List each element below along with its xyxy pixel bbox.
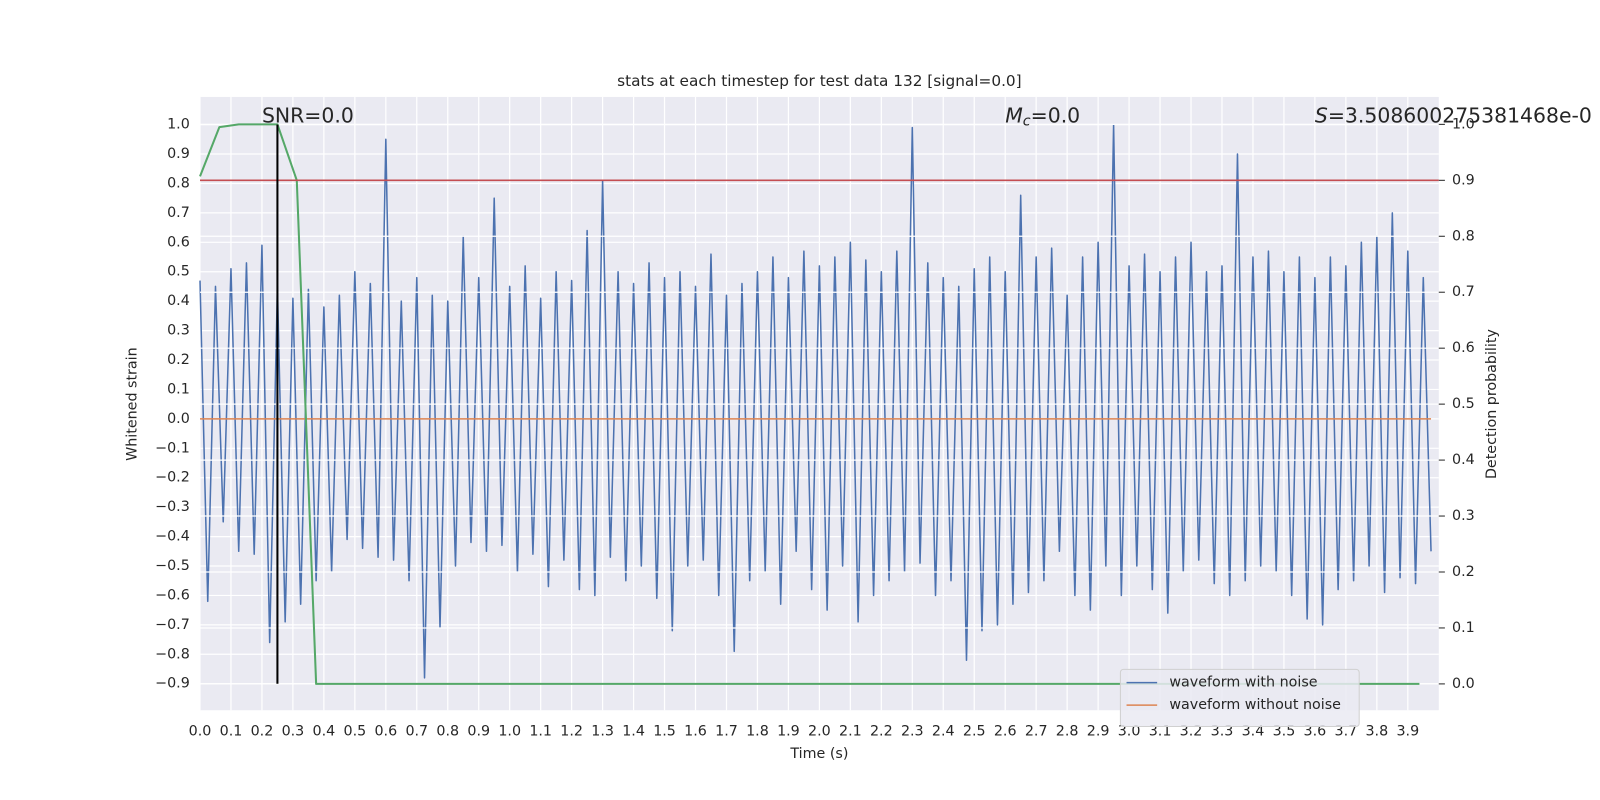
x-tick-label: 0.1 bbox=[220, 724, 243, 740]
x-tick-label: 2.5 bbox=[963, 724, 986, 740]
y-tick-label: −0.2 bbox=[155, 470, 190, 486]
legend-label: waveform with noise bbox=[1169, 675, 1317, 691]
y-tick-label: −0.3 bbox=[155, 499, 190, 515]
y-tick-label: −0.6 bbox=[155, 587, 190, 603]
y-tick-label: 0.1 bbox=[167, 381, 190, 397]
legend-label: waveform without noise bbox=[1169, 697, 1341, 713]
x-tick-label: 0.5 bbox=[344, 724, 367, 740]
x-tick-label: 2.3 bbox=[901, 724, 924, 740]
legend: waveform with noise waveform without nois… bbox=[1119, 668, 1360, 728]
x-tick-label: 1.6 bbox=[684, 724, 707, 740]
y2-tick-label: 0.9 bbox=[1452, 172, 1475, 188]
y2-tick-label: 0.1 bbox=[1452, 620, 1475, 636]
x-tick-label: 2.1 bbox=[839, 724, 862, 740]
y-tick-label: 0.6 bbox=[167, 234, 190, 250]
x-tick-label: 3.7 bbox=[1335, 724, 1358, 740]
annotation-text: SNR=0.0 bbox=[262, 103, 354, 127]
x-tick-label: 1.9 bbox=[777, 724, 800, 740]
annotation-symbol: S bbox=[1315, 103, 1328, 127]
y2-tick-label: 0.3 bbox=[1452, 508, 1475, 524]
x-tick-label: 1.0 bbox=[498, 724, 521, 740]
y-tick-label: −0.9 bbox=[155, 676, 190, 692]
axes: 0.0 0.1 0.2 0.3 0.4 0.5 0.6 0.7 0.8 0.9 1.0 1.1 1.2 1… bbox=[155, 103, 1592, 739]
y2-tick-label: 0.6 bbox=[1452, 340, 1475, 356]
x-tick-label: 0.0 bbox=[189, 724, 212, 740]
x-tick-label: 0.8 bbox=[436, 724, 459, 740]
legend-box bbox=[1119, 668, 1360, 728]
annotation-text: =3.508600275381468e-0 bbox=[1328, 103, 1592, 127]
x-tick-label: 2.6 bbox=[994, 724, 1017, 740]
y-tick-label: 0.4 bbox=[167, 293, 190, 309]
x-tick-label: 3.0 bbox=[1118, 724, 1141, 740]
y2-axis-label: Detection probability bbox=[1484, 329, 1500, 480]
y-tick-label: −0.5 bbox=[155, 558, 190, 574]
annotation-subscript: c bbox=[1023, 113, 1031, 129]
series-line bbox=[199, 123, 1432, 679]
series-line bbox=[199, 123, 1420, 685]
x-tick-label: 1.2 bbox=[560, 724, 583, 740]
y2-tick-label: 0.8 bbox=[1452, 228, 1475, 244]
y-tick-label: −0.7 bbox=[155, 617, 190, 633]
annotation-text: =0.0 bbox=[1031, 103, 1081, 127]
x-tick-label: 3.8 bbox=[1365, 724, 1388, 740]
x-axis-label: Time (s) bbox=[789, 746, 848, 762]
marks bbox=[199, 123, 1439, 685]
y-tick-label: 0.5 bbox=[167, 264, 190, 280]
y-tick-label: 0.7 bbox=[167, 205, 190, 221]
x-tick-label: 3.2 bbox=[1180, 724, 1203, 740]
y2-tick-label: 0.7 bbox=[1452, 284, 1475, 300]
x-tick-label: 0.3 bbox=[282, 724, 305, 740]
x-tick-label: 0.6 bbox=[374, 724, 397, 740]
annotation: Mc=0.0 bbox=[1005, 103, 1080, 129]
y2-tick-label: 0.5 bbox=[1452, 396, 1475, 412]
x-tick-label: 3.1 bbox=[1149, 724, 1172, 740]
y2-tick-label: 0.0 bbox=[1452, 676, 1475, 692]
x-tick-label: 0.4 bbox=[313, 724, 336, 740]
x-tick-label: 1.4 bbox=[622, 724, 645, 740]
x-tick-label: 0.9 bbox=[467, 724, 490, 740]
x-tick-label: 2.7 bbox=[1025, 724, 1048, 740]
y2-tick-label: 0.4 bbox=[1452, 452, 1475, 468]
x-tick-label: 0.2 bbox=[251, 724, 274, 740]
x-tick-label: 0.7 bbox=[405, 724, 428, 740]
y2-tick-label: 1.0 bbox=[1452, 116, 1475, 132]
y-tick-label: 0.0 bbox=[167, 411, 190, 427]
x-tick-label: 3.9 bbox=[1396, 724, 1419, 740]
y-tick-label: 0.2 bbox=[167, 352, 190, 368]
y-tick-label: 0.3 bbox=[167, 323, 190, 339]
x-tick-label: 2.8 bbox=[1056, 724, 1079, 740]
x-tick-label: 1.5 bbox=[653, 724, 676, 740]
x-tick-label: 2.4 bbox=[932, 724, 955, 740]
annotation-symbol: M bbox=[1005, 103, 1023, 127]
x-tick-label: 3.5 bbox=[1273, 724, 1296, 740]
chart-title: stats at each timestep for test data 132… bbox=[617, 72, 1022, 90]
x-tick-label: 1.1 bbox=[529, 724, 552, 740]
x-tick-label: 3.3 bbox=[1211, 724, 1234, 740]
x-tick-label: 2.0 bbox=[808, 724, 831, 740]
annotation: SNR=0.0 bbox=[262, 103, 354, 127]
y-tick-label: 0.9 bbox=[167, 146, 190, 162]
y-tick-label: 0.8 bbox=[167, 175, 190, 191]
annotation: S=3.508600275381468e-0 bbox=[1315, 103, 1592, 127]
x-tick-label: 3.4 bbox=[1242, 724, 1265, 740]
y2-tick-label: 0.2 bbox=[1452, 564, 1475, 580]
x-tick-label: 2.2 bbox=[870, 724, 893, 740]
x-tick-label: 2.9 bbox=[1087, 724, 1110, 740]
x-tick-label: 3.6 bbox=[1304, 724, 1327, 740]
x-tick-label: 1.7 bbox=[715, 724, 738, 740]
x-tick-label: 1.3 bbox=[591, 724, 614, 740]
y-tick-label: −0.4 bbox=[155, 529, 190, 545]
y-axis-label: Whitened strain bbox=[125, 347, 141, 461]
x-tick-label: 1.8 bbox=[746, 724, 769, 740]
y-tick-label: −0.1 bbox=[155, 440, 190, 456]
y-tick-label: −0.8 bbox=[155, 646, 190, 662]
y-tick-label: 1.0 bbox=[167, 117, 190, 133]
